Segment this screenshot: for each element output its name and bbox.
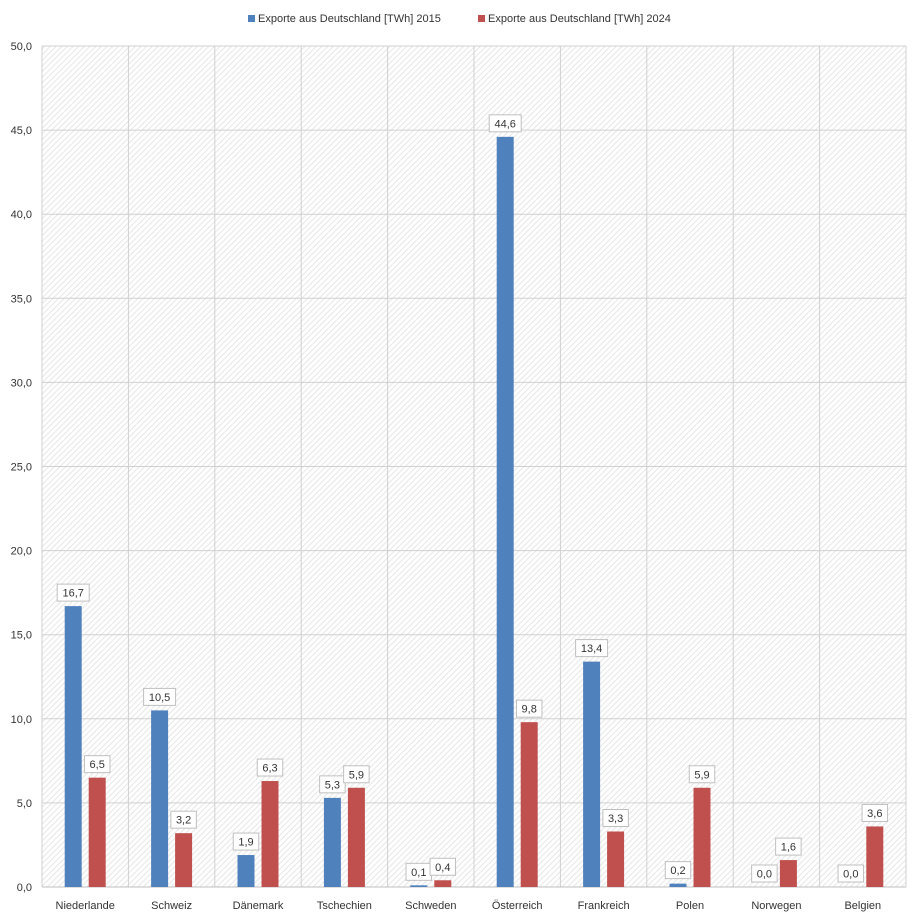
data-label-box	[319, 775, 346, 794]
bar	[779, 860, 797, 887]
x-tick-label: Schweiz	[151, 900, 192, 912]
y-tick-label: 35,0	[11, 293, 32, 305]
x-tick-label: Belgien	[844, 900, 881, 912]
bar	[583, 661, 601, 887]
bar	[64, 606, 82, 887]
gridlines	[41, 45, 907, 888]
data-label: 1,9	[238, 837, 253, 849]
data-label-box	[429, 857, 457, 876]
data-label-box	[575, 639, 609, 658]
data-label-box	[837, 864, 865, 883]
data-label-box	[775, 837, 802, 856]
data-label: 5,9	[694, 769, 709, 781]
legend-swatch	[478, 15, 485, 22]
data-label-box	[861, 803, 889, 822]
bar	[175, 833, 193, 887]
x-tick-label: Schweden	[405, 900, 456, 912]
data-label: 13,4	[581, 643, 602, 655]
data-label-box	[83, 755, 111, 774]
bar	[693, 787, 711, 887]
data-label: 0,4	[435, 862, 450, 874]
data-label: 3,2	[176, 815, 191, 827]
y-tick-label: 40,0	[11, 209, 32, 221]
x-tick-label: Niederlande	[56, 900, 115, 912]
y-tick-label: 0,0	[17, 882, 32, 894]
bar	[410, 885, 428, 887]
data-label-box	[232, 832, 260, 851]
x-tick-label: Dänemark	[233, 900, 284, 912]
data-label: 9,8	[522, 704, 537, 716]
data-label-box	[488, 114, 522, 133]
legend-label: Exporte aus Deutschland [TWh] 2015	[258, 13, 441, 25]
y-tick-label: 25,0	[11, 462, 32, 474]
x-tick-label: Polen	[676, 900, 704, 912]
data-label: 0,0	[757, 869, 772, 881]
x-tick-label: Frankreich	[578, 900, 630, 912]
data-label-box	[170, 810, 197, 829]
data-label: 1,6	[781, 842, 796, 854]
bar	[669, 883, 687, 887]
bar	[434, 880, 452, 887]
y-tick-label: 45,0	[11, 125, 32, 137]
data-label: 44,6	[494, 118, 515, 130]
legend: Exporte aus Deutschland [TWh] 2015 Export…	[248, 13, 671, 25]
data-label: 0,0	[843, 869, 858, 881]
bar	[237, 855, 255, 887]
data-label: 6,5	[90, 759, 105, 771]
data-label-box	[602, 808, 629, 827]
data-labels: 16,7 10,5 1,9 5,3 0,1 44,6 13,4 0,2 0,0 0,0 6,5 3,2…	[56, 114, 889, 883]
data-label: 16,7	[62, 588, 83, 600]
data-label: 3,3	[608, 813, 623, 825]
y-tick-label: 5,0	[17, 798, 32, 810]
data-label-box	[143, 687, 177, 706]
x-tick-label: Österreich	[492, 900, 543, 912]
bar	[520, 722, 538, 887]
y-tick-label: 50,0	[11, 41, 32, 53]
legend-label: Exporte aus Deutschland [TWh] 2024	[488, 13, 671, 25]
data-label: 6,3	[262, 763, 277, 775]
bar	[607, 831, 625, 887]
data-label: 0,1	[411, 867, 426, 879]
bar	[347, 787, 365, 887]
data-label: 5,3	[325, 779, 340, 791]
data-label-box	[56, 583, 90, 602]
bar	[151, 710, 169, 887]
data-label-box	[751, 864, 778, 883]
bars	[64, 136, 884, 887]
data-label-box	[688, 765, 716, 784]
bar	[323, 797, 341, 887]
bar	[866, 826, 884, 887]
data-label: 0,2	[670, 865, 685, 877]
data-label: 3,6	[867, 808, 882, 820]
y-tick-label: 30,0	[11, 377, 32, 389]
x-tick-label: Norwegen	[751, 900, 801, 912]
legend-swatch	[248, 15, 255, 22]
data-label-box	[664, 861, 692, 880]
data-label-box	[343, 765, 370, 784]
bar	[261, 781, 279, 887]
x-axis: Niederlande Schweiz Dänemark Tschechien Schw…	[56, 900, 882, 912]
x-tick-label: Tschechien	[317, 900, 372, 912]
data-label-box	[256, 758, 284, 777]
y-tick-label: 20,0	[11, 546, 32, 558]
bar	[88, 777, 106, 887]
data-label: 10,5	[149, 692, 170, 704]
y-tick-label: 10,0	[11, 714, 32, 726]
y-tick-label: 15,0	[11, 630, 32, 642]
bar	[496, 136, 514, 887]
data-label-box	[515, 699, 543, 718]
data-label: 5,9	[349, 769, 364, 781]
